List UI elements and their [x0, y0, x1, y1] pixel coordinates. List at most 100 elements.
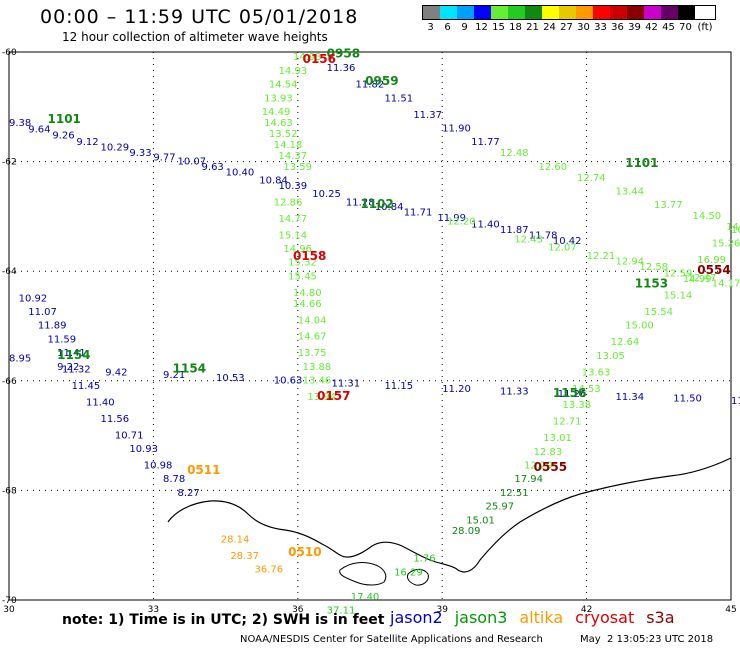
wave-height-value: 11.40 — [86, 397, 115, 408]
wave-height-value: 9.64 — [28, 125, 50, 136]
wave-height-value: 11.45 — [72, 381, 101, 392]
color-swatch — [508, 6, 525, 19]
map-grid — [9, 52, 731, 600]
map-tick-labels: 30 33 36 39 42 45 -60 -62 -64 -66 -68 -70 — [2, 48, 737, 615]
wave-height-value: 15.01 — [466, 515, 495, 526]
wave-height-value: 11.56 — [100, 414, 129, 425]
time-marker: 1153 — [635, 277, 668, 291]
wave-height-value: 12.07 — [548, 242, 577, 253]
wave-height-value: 12.83 — [534, 447, 563, 458]
wave-height-value: 13.38 — [563, 400, 592, 411]
time-marker: 0958 — [327, 46, 360, 60]
map-frame — [8, 51, 732, 601]
wave-height-value: 12.60 — [538, 162, 567, 173]
color-swatch — [593, 6, 610, 19]
color-swatch — [491, 6, 508, 19]
wave-height-value: 14.93 — [293, 52, 322, 63]
wave-height-value: 10.40 — [226, 167, 255, 178]
wave-height-value: 14.67 — [298, 332, 327, 343]
wave-height-value: 11.34 — [615, 392, 644, 403]
wave-height-value: 12.64 — [611, 337, 640, 348]
wave-height-value: 12.29 — [524, 460, 553, 471]
wave-height-value: 16.99 — [697, 255, 726, 266]
antarctic-coastline — [167, 457, 732, 573]
wave-height-value: 17.94 — [514, 474, 543, 485]
wave-height-value: 36.76 — [254, 565, 283, 576]
lon-tick-label: 30 — [3, 605, 15, 615]
wave-height-value: 10.07 — [177, 156, 206, 167]
island-outline-2 — [407, 569, 429, 586]
wave-height-value: 12.51 — [500, 488, 529, 499]
color-swatch — [559, 6, 576, 19]
wave-height-value: 1.76 — [413, 554, 435, 565]
wave-height-value: 15.32 — [288, 258, 317, 269]
wave-height-value: 14.49 — [262, 107, 291, 118]
wave-height-value: 10.29 — [100, 143, 129, 154]
time-marker: 1154 — [173, 362, 206, 376]
wave-height-value: 10.92 — [19, 293, 48, 304]
footer-note: note: 1) Time is in UTC; 2) SWH is in fe… — [62, 612, 385, 628]
wave-height-value: 13.01 — [543, 433, 572, 444]
wave-height-value: 14.18 — [274, 140, 303, 151]
color-swatch — [525, 6, 542, 19]
wave-height-value: 9.77 — [153, 153, 175, 164]
wave-height-value: 11.87 — [500, 225, 529, 236]
wave-height-value: 13.52 — [269, 129, 298, 140]
lon-tick-label: 39 — [436, 605, 448, 615]
wave-height-value: 14.04 — [298, 315, 327, 326]
time-marker: 0158 — [293, 249, 326, 263]
lon-tick-label: 45 — [725, 605, 736, 615]
wave-height-value: 10.84 — [259, 176, 288, 187]
wave-height-value: 11.33 — [500, 387, 529, 398]
lat-tick-label: -64 — [2, 267, 17, 277]
wave-height-value: 11.20 — [442, 384, 471, 395]
color-swatch — [576, 6, 593, 19]
color-scale-swatches — [422, 5, 716, 20]
wave-height-value: 16.24 — [731, 225, 740, 236]
wave-height-value: 10.93 — [129, 444, 158, 455]
wave-height-value: 8.95 — [9, 354, 31, 365]
wave-height-value: 10.84 — [375, 202, 404, 213]
wave-height-value: 14.80 — [293, 288, 322, 299]
color-swatch — [661, 6, 678, 19]
wave-height-value: 11.37 — [413, 110, 442, 121]
color-scale-labels: 3 6 9 12 15 18 21 24 27 30 33 36 39 42 45 70 (ft) — [422, 22, 716, 33]
color-swatch — [678, 6, 695, 19]
wave-height-value: 16.29 — [394, 567, 423, 578]
wave-height-value: 14.63 — [264, 118, 293, 129]
wave-height-value: 12.59 — [664, 269, 693, 280]
color-swatch-label: 12 — [475, 22, 488, 33]
wave-height-value: 13.88 — [303, 362, 332, 373]
wave-height-value: 14.17 — [712, 279, 740, 290]
generated-timestamp: May 2 13:05:23 UTC 2018 — [580, 634, 714, 645]
wave-height-value: 13.05 — [596, 351, 625, 362]
lon-tick-label: 42 — [581, 605, 592, 615]
color-swatch-label: 45 — [662, 22, 675, 33]
wave-height-value: 14.99 — [683, 274, 712, 285]
wave-height-value: 14.94 — [726, 222, 740, 233]
satellite-legend-item: jason3 — [454, 608, 508, 627]
wave-height-value: 10.98 — [144, 460, 173, 471]
wave-height-value: 15.14 — [664, 291, 693, 302]
wave-height-value: 12.71 — [553, 417, 582, 428]
lon-tick-label: 33 — [148, 605, 159, 615]
satellite-tracks: 9.389.649.269.12 10.29 9.33 9.77 10.079.63 10… — [9, 52, 740, 616]
wave-height-value: 12.47 — [688, 273, 717, 284]
color-swatch-label: 36 — [611, 22, 624, 33]
time-marker: 0959 — [365, 74, 398, 88]
color-swatch-label: 3 — [427, 22, 434, 33]
color-swatch — [627, 6, 644, 19]
color-scale-legend: 3 6 9 12 15 18 21 24 27 30 33 36 39 42 45 70 (ft) — [422, 5, 716, 33]
wave-height-value: 11.89 — [38, 321, 67, 332]
wave-height-value: 14.96 — [283, 244, 312, 255]
wave-height-value: 13.59 — [283, 162, 312, 173]
wave-height-value: 11.51 — [384, 93, 413, 104]
time-marker: 0554 — [697, 263, 730, 277]
wave-height-value: 12.21 — [587, 251, 616, 262]
wave-height-value: 10.42 — [553, 236, 582, 247]
wave-height-value: 11.32 — [62, 365, 91, 376]
color-swatch-label: 24 — [543, 22, 556, 33]
wave-height-value: 9.12 — [76, 137, 98, 148]
wave-height-value: 11.71 — [404, 207, 433, 218]
wave-height-value: 11.41 — [57, 348, 86, 359]
